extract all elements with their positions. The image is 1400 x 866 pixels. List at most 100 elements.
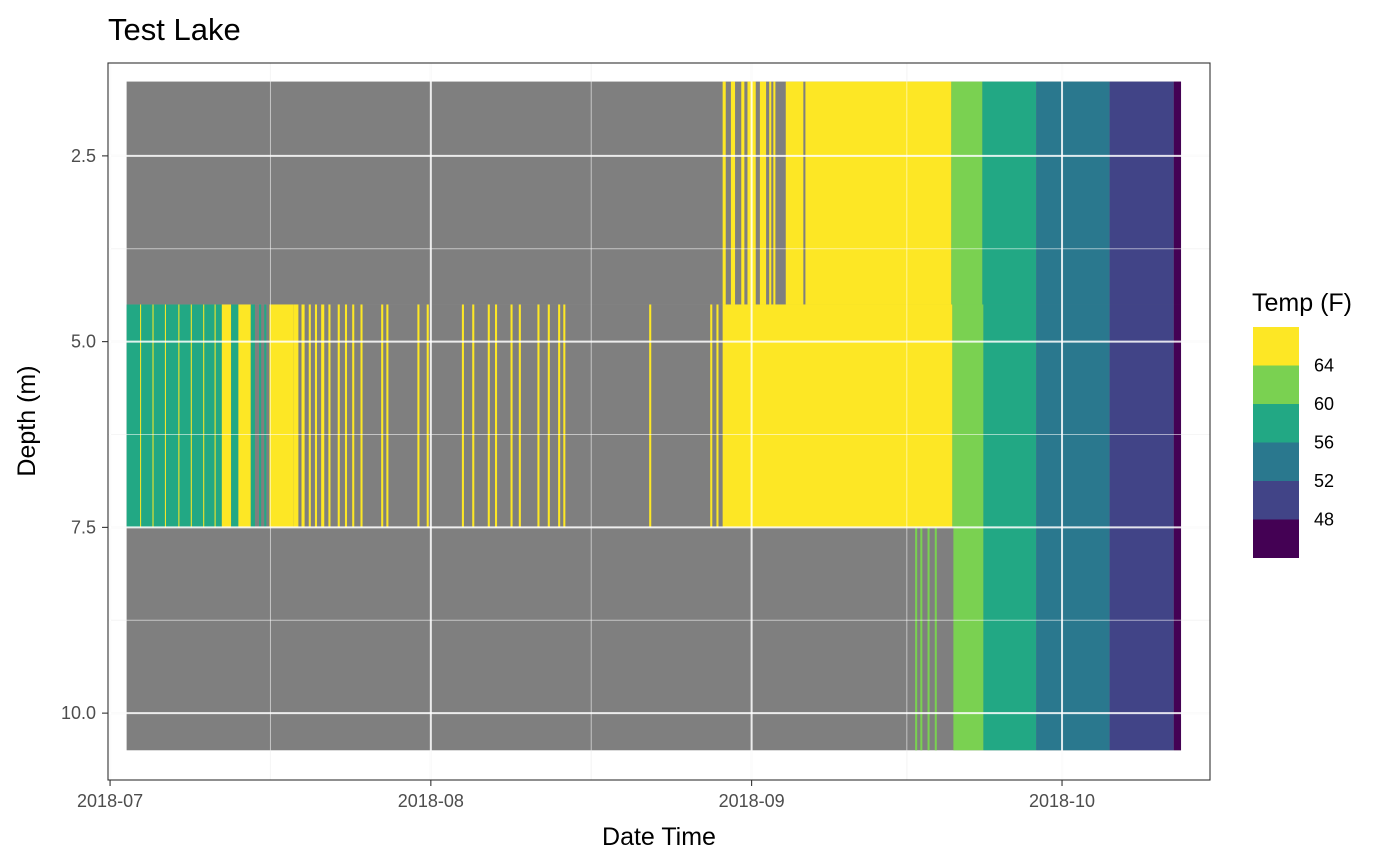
heatmap-tile (510, 304, 513, 528)
heatmap-tile (308, 304, 311, 528)
heatmap-tile (1173, 304, 1182, 528)
panel-border (107, 62, 1211, 781)
y-axis: 2.5 5.0 7.5 10.0 (61, 146, 108, 723)
heatmap-tile (951, 81, 983, 305)
heatmap-tile (164, 304, 166, 528)
heatmap-tile (231, 304, 239, 528)
heatmap-tile (730, 81, 736, 305)
heatmap-tile (259, 304, 262, 528)
heatmap-tile (1036, 81, 1110, 305)
heatmap-tile (301, 304, 305, 528)
heatmap-tile (710, 304, 713, 528)
legend: Temp (F) 64 60 56 52 48 (1252, 289, 1352, 558)
heatmap-tile (769, 81, 772, 305)
heatmap-tile (983, 527, 1037, 751)
heatmap-tile (344, 304, 348, 528)
heatmap-tile (953, 527, 984, 751)
heatmap-tile (773, 81, 776, 305)
heatmap-tile (1173, 527, 1182, 751)
y-tick-label: 5.0 (71, 332, 96, 352)
heatmap-tile (238, 304, 251, 528)
heatmap-tile (1109, 304, 1174, 528)
y-tick-label: 2.5 (71, 146, 96, 166)
heatmap-tile (558, 304, 561, 528)
heatmap-tile (716, 304, 719, 528)
x-tick-label: 2018-08 (398, 791, 464, 811)
heatmap-tile (190, 304, 192, 528)
legend-labels: 64 60 56 52 48 (1314, 356, 1334, 530)
heatmap-tile (537, 304, 540, 528)
heatmap-tile (722, 81, 726, 305)
legend-swatch (1253, 365, 1299, 404)
legend-swatch (1253, 519, 1299, 558)
heatmap-tile (472, 304, 475, 528)
legend-swatch (1253, 404, 1299, 443)
chart-title: Test Lake (108, 12, 241, 47)
heatmap-tile (352, 304, 355, 528)
heatmap-tile (461, 304, 464, 528)
y-tick-label: 7.5 (71, 517, 96, 537)
heatmap-tile (250, 304, 255, 528)
heatmap-tile (214, 304, 216, 528)
legend-label: 56 (1314, 433, 1334, 453)
x-tick-label: 2018-10 (1029, 791, 1095, 811)
heatmap-tile (1036, 304, 1110, 528)
heatmap-tile (264, 304, 267, 528)
heatmap-tile (426, 304, 429, 528)
heatmap-tile (360, 304, 363, 528)
heatmap-tile (649, 304, 652, 528)
heatmap-tile (983, 304, 1037, 528)
heatmap-tile (269, 304, 294, 528)
heatmap-tile (152, 304, 154, 528)
x-tick-label: 2018-09 (719, 791, 785, 811)
x-axis-title: Date Time (602, 823, 716, 851)
heatmap-tile (178, 304, 180, 528)
heatmap-tile (518, 304, 521, 528)
heatmap-tile (293, 304, 299, 528)
heatmap-tile (927, 527, 930, 751)
heatmap-tile (381, 304, 384, 528)
heatmap-tile (1036, 527, 1110, 751)
heatmap-tile (722, 304, 953, 528)
heatmap-tile (386, 304, 389, 528)
heatmap-tile (140, 304, 142, 528)
heatmap-tile (982, 81, 1037, 305)
y-axis-title: Depth (m) (13, 365, 41, 476)
heatmap-tile (321, 304, 325, 528)
heatmap-tile (417, 304, 420, 528)
heatmap-tile (805, 81, 952, 305)
legend-swatch (1253, 442, 1299, 481)
legend-title: Temp (F) (1252, 289, 1352, 317)
legend-label: 48 (1314, 510, 1334, 530)
plot-panel (107, 62, 1211, 781)
heatmap-tile (1173, 81, 1182, 305)
legend-swatch (1253, 481, 1299, 520)
heatmap-tile (487, 304, 490, 528)
heatmap-tile (952, 304, 984, 528)
heatmap-tile (337, 304, 340, 528)
y-tick-label: 10.0 (61, 703, 96, 723)
heatmap-tile (563, 304, 566, 528)
x-axis: 2018-07 2018-08 2018-09 2018-10 (77, 780, 1095, 811)
legend-swatches (1253, 327, 1299, 558)
heatmap-tile (314, 304, 318, 528)
legend-label: 60 (1314, 394, 1334, 414)
legend-label: 64 (1314, 356, 1334, 376)
heatmap-tile (221, 304, 232, 528)
heatmap-tile (494, 304, 498, 528)
heatmap-tile (915, 527, 918, 751)
heatmap-tile (203, 304, 205, 528)
legend-swatch (1253, 327, 1299, 366)
heatmap-tile (1109, 527, 1174, 751)
heatmap-tile (759, 81, 767, 305)
heatmap-tile (547, 304, 550, 528)
heatmap-tile (920, 527, 923, 751)
x-tick-label: 2018-07 (77, 791, 143, 811)
heatmap-tiles (126, 81, 1182, 751)
heatmap-tile (934, 527, 937, 751)
heatmap-tile (741, 81, 745, 305)
heatmap-tile (785, 81, 804, 305)
heatmap-tile (1109, 81, 1174, 305)
legend-label: 52 (1314, 471, 1334, 491)
